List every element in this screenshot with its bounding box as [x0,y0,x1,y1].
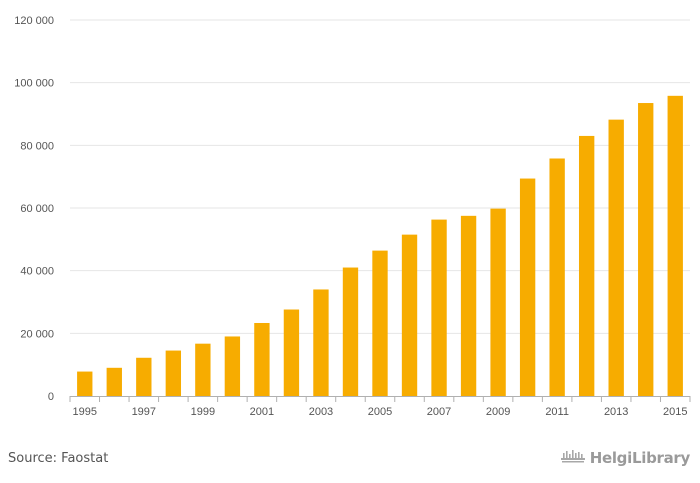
y-tick-label: 100 000 [14,78,54,90]
x-tick-label: 2009 [486,406,510,418]
x-tick-label: 2011 [545,406,569,418]
bars [77,95,683,397]
source-note: Source: Faostat [8,451,109,466]
x-tick-label: 2003 [309,406,333,418]
bar-2015[interactable] [667,95,683,397]
brand-name: HelgiLibrary [589,449,691,467]
y-tick-label: 120 000 [14,15,54,27]
x-tick-label: 2007 [427,406,451,418]
bar-1995[interactable] [77,371,93,396]
bar-2006[interactable] [401,234,418,396]
bar-2013[interactable] [608,119,624,396]
brand-logo[interactable]: HelgiLibrary [560,448,690,468]
y-axis-tick-labels: 0 20 000 40 000 60 000 80 000 100 000 120 000 [14,15,54,403]
x-tick-label: 1997 [132,406,156,418]
bar-2010[interactable] [519,178,536,396]
bar-2003[interactable] [313,289,329,396]
y-tick-label: 0 [48,391,54,403]
bar-2004[interactable] [342,267,359,396]
bar-2005[interactable] [372,250,388,396]
x-tick-label: 2005 [368,406,392,418]
x-tick-label: 2015 [663,406,687,418]
x-tick-label: 2013 [604,406,628,418]
bar-2009[interactable] [490,208,506,396]
bar-1999[interactable] [195,343,211,396]
bar-2007[interactable] [431,219,447,396]
x-tick-label: 1999 [191,406,215,418]
y-tick-label: 40 000 [20,266,54,278]
bar-2011[interactable] [549,158,565,396]
bar-2014[interactable] [638,103,654,397]
bar-2002[interactable] [283,309,300,396]
y-tick-label: 60 000 [20,203,54,215]
library-logo-icon [560,448,586,468]
x-tick-label: 1995 [73,406,97,418]
bar-1998[interactable] [165,350,182,396]
y-tick-label: 20 000 [20,328,54,340]
bar-2001[interactable] [254,322,270,396]
bar-2012[interactable] [578,135,595,396]
bar-1997[interactable] [136,357,152,396]
x-axis: 1995 1997 1999 2001 2003 2005 2007 2009 2011 2013… [69,396,691,418]
bar-1996[interactable] [106,367,122,396]
bar-2000[interactable] [224,336,241,396]
bar-2008[interactable] [460,215,477,396]
x-tick-label: 2001 [250,406,274,418]
y-tick-label: 80 000 [20,140,54,152]
